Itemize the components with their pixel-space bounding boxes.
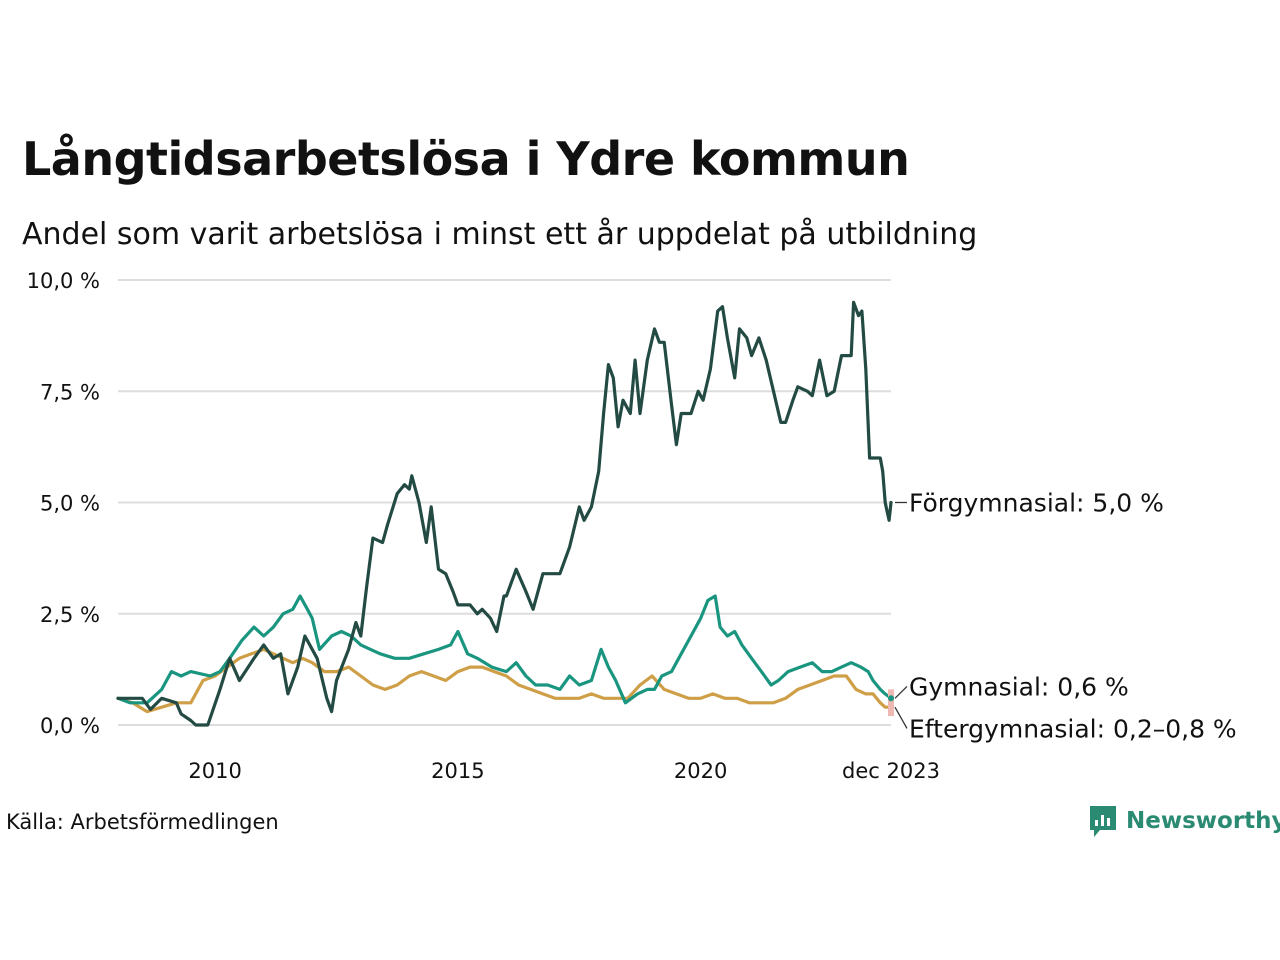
eftergymnasial-range-marker [888,689,894,717]
end-label-connector [894,706,908,729]
series-layer [116,300,894,727]
x-tick-label: 2015 [431,759,484,783]
brand-name: Newsworthy [1126,808,1280,834]
y-tick-label: 5,0 % [40,492,100,516]
newsworthy-logo-icon [1090,806,1116,837]
end-label-connector [894,685,908,699]
chart-subtitle: Andel som varit arbetslösa i minst ett å… [22,217,978,252]
x-tick-label: 2020 [674,759,727,783]
x-tick-label: 2010 [188,759,241,783]
y-tick-label: 7,5 % [40,380,100,404]
end-label-gymnasial: Gymnasial: 0,6 % [909,672,1129,701]
grid-layer [118,279,891,726]
series-line-gymnasial[interactable] [116,594,893,705]
axis-layer: 0,0 % 2,5 % 5,0 % 7,5 % 10,0 % 2010 2015 2020 de… [27,269,940,783]
y-tick-label: 0,0 % [40,714,100,738]
end-label-eftergymnasial: Eftergymnasial: 0,2–0,8 % [909,714,1237,743]
y-tick-label: 10,0 % [27,269,100,293]
end-label-layer: Förgymnasial: 5,0 % Gymnasial: 0,6 % Efter… [894,489,1237,743]
end-label-forgymnasial: Förgymnasial: 5,0 % [909,489,1164,518]
series-line-eftergymnasial[interactable] [116,647,893,714]
series-line-forgymnasial[interactable] [116,300,893,727]
x-tick-label: dec 2023 [842,759,940,783]
brand-logo[interactable]: Newsworthy [1088,804,1280,838]
gymnasial-end-point [888,695,894,702]
chart-title: Långtidsarbetslösa i Ydre kommun [22,132,910,186]
y-tick-label: 2,5 % [40,603,100,627]
source-note: Källa: Arbetsförmedlingen [6,810,279,834]
